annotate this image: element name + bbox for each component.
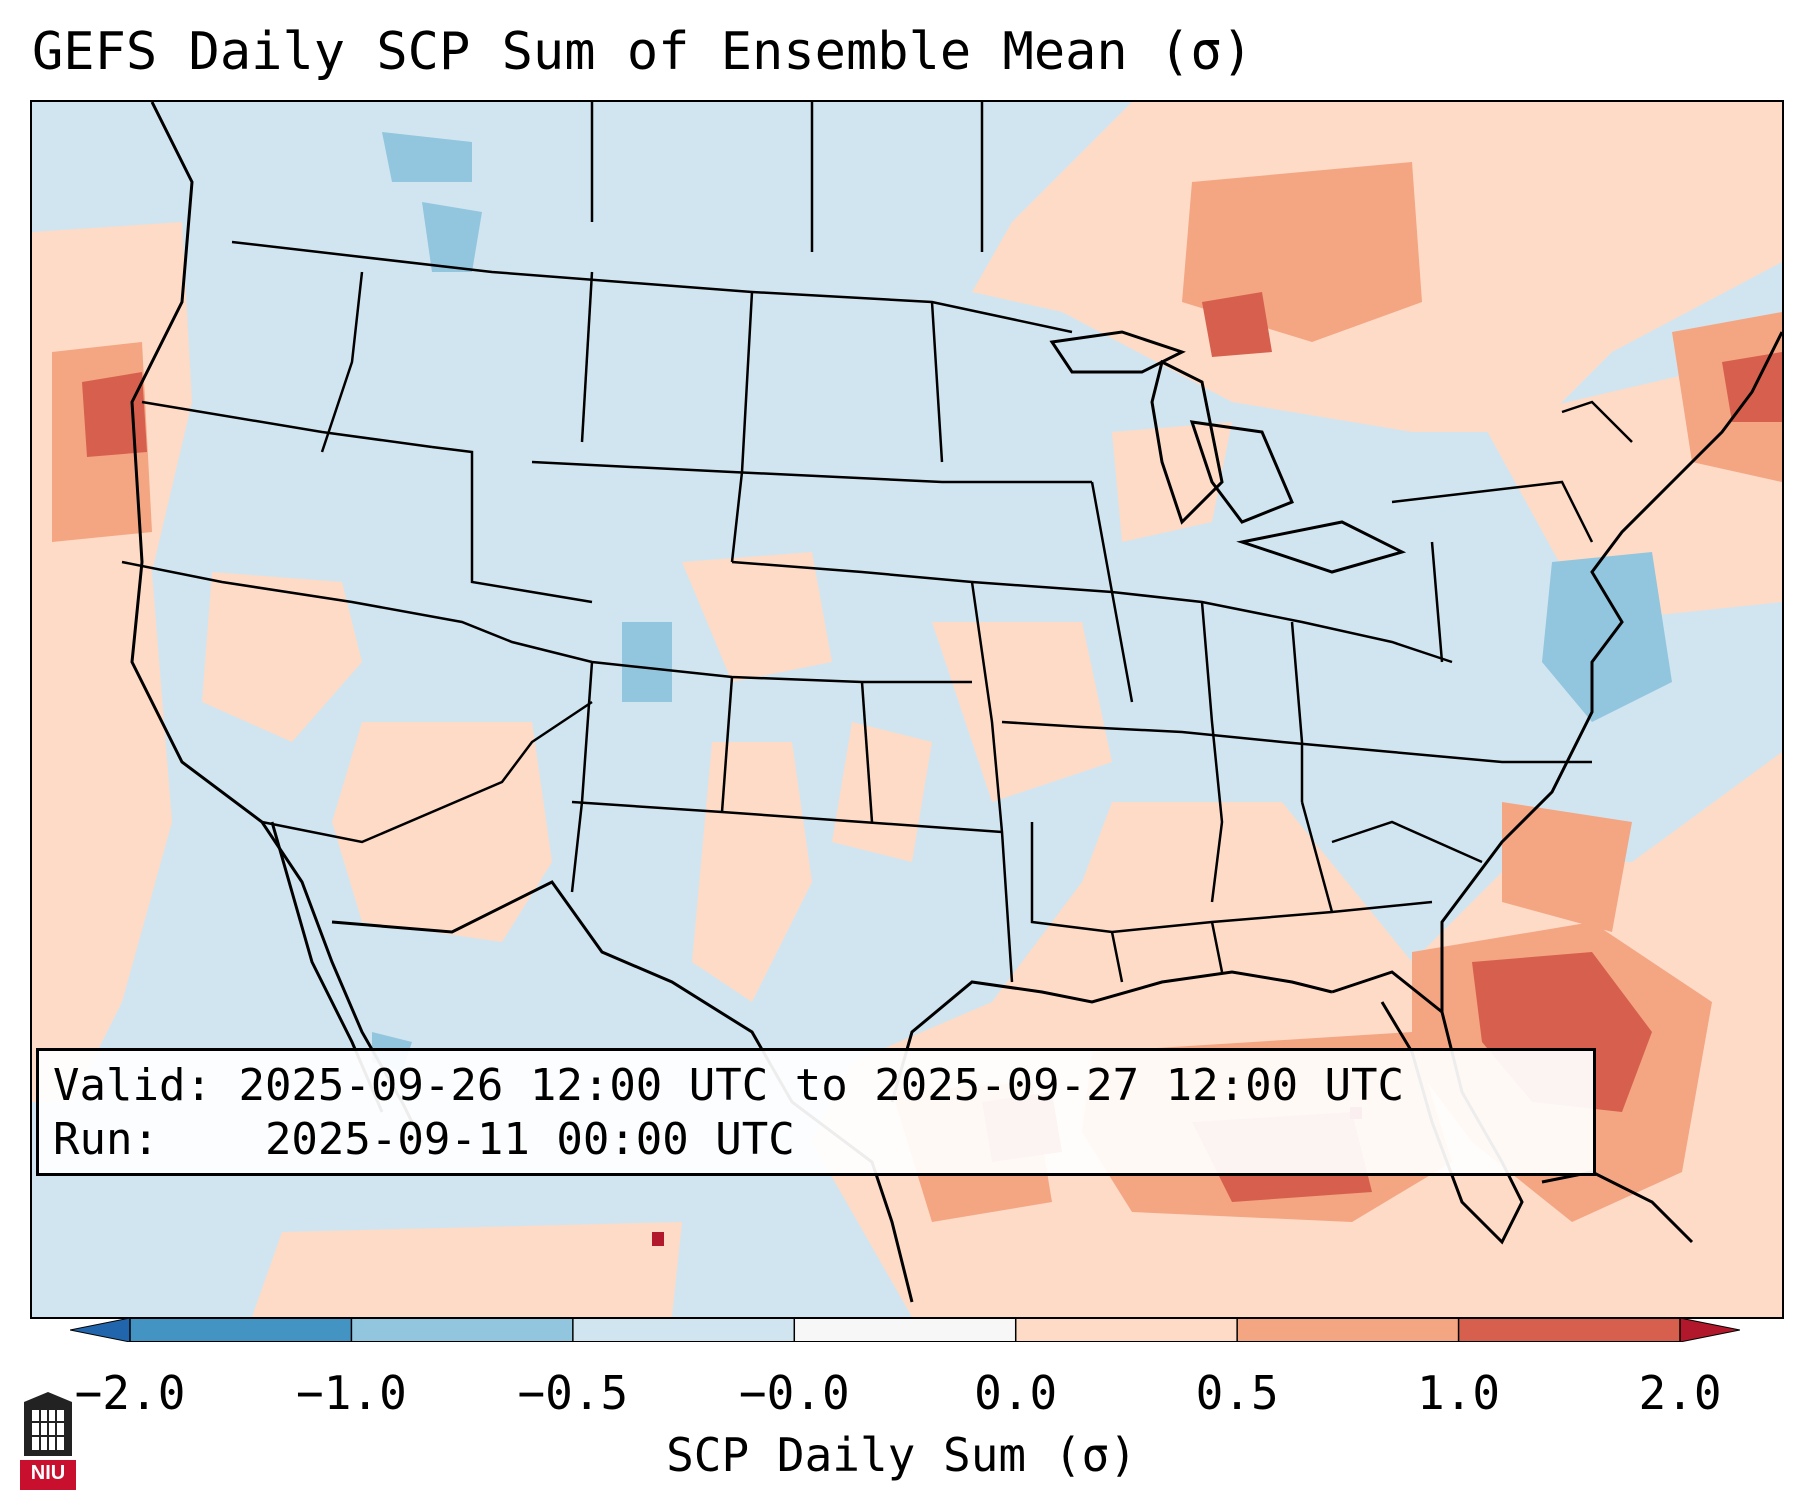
run-value: 2025-09-11 00:00 UTC — [264, 1114, 795, 1165]
valid-time-line: Valid: 2025-09-26 12:00 UTC to 2025-09-2… — [53, 1059, 1579, 1113]
state-borders — [121, 102, 1633, 983]
colorbar-tick-label: −2.0 — [74, 1366, 186, 1420]
colorbar-bin — [351, 1318, 574, 1342]
coastlines — [130, 102, 1782, 1303]
colorbar-tick-label: 0.0 — [974, 1366, 1058, 1420]
colorbar-bin — [1015, 1318, 1238, 1342]
valid-label: Valid: — [53, 1060, 212, 1111]
run-time-line: Run: 2025-09-11 00:00 UTC — [53, 1113, 1579, 1167]
validity-info-box: Valid: 2025-09-26 12:00 UTC to 2025-09-2… — [36, 1048, 1596, 1176]
valid-value: 2025-09-26 12:00 UTC to 2025-09-27 12:00… — [238, 1060, 1405, 1111]
colorbar-tick-label: −1.0 — [296, 1366, 407, 1420]
chart-title: GEFS Daily SCP Sum of Ensemble Mean (σ) — [32, 22, 1253, 82]
colorbar-svg — [69, 1317, 1741, 1343]
colorbar-bin — [1458, 1318, 1681, 1342]
niu-logo: NIU — [18, 1392, 78, 1492]
anomaly-negative — [372, 132, 1672, 1072]
niu-logo-icon — [20, 1392, 76, 1490]
colorbar-bin — [794, 1318, 1017, 1342]
colorbar-tick-label: −0.5 — [517, 1366, 629, 1420]
colorbar-tick-label: −0.0 — [738, 1366, 850, 1420]
colorbar-bin — [1237, 1318, 1460, 1342]
colorbar — [69, 1317, 1741, 1343]
colorbar-tick-label: 1.0 — [1417, 1366, 1501, 1420]
colorbar-bin — [572, 1318, 795, 1342]
colorbar-tick-label: 0.5 — [1195, 1366, 1279, 1420]
niu-logo-text: NIU — [30, 1462, 66, 1484]
run-label: Run: — [53, 1114, 159, 1165]
colorbar-over-extension — [1679, 1317, 1741, 1343]
colorbar-under-extension — [69, 1317, 131, 1343]
colorbar-label: SCP Daily Sum (σ) — [666, 1428, 1137, 1482]
colorbar-bin — [130, 1318, 352, 1342]
colorbar-tick-label: 2.0 — [1638, 1366, 1722, 1420]
